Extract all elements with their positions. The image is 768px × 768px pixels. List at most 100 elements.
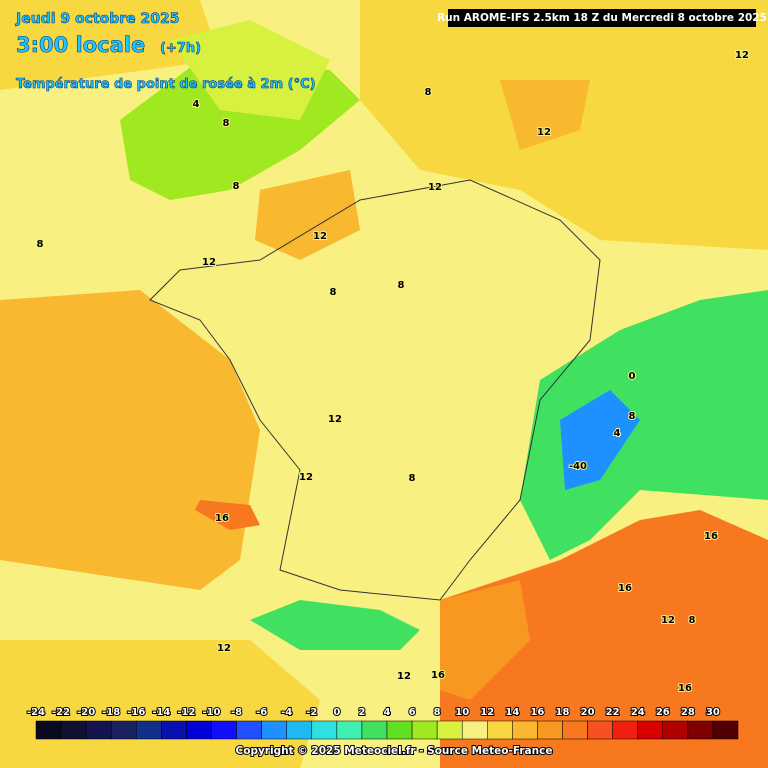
channel-zone <box>0 0 220 90</box>
legend-label: -10 <box>202 707 220 718</box>
contour-label: 12 <box>299 472 313 483</box>
contour-label: 12 <box>328 414 342 425</box>
legend-swatch <box>211 720 237 740</box>
contour-label: 12 <box>313 231 327 242</box>
med-zone <box>440 510 768 768</box>
contour-label: 8 <box>689 615 696 626</box>
legend-label: 28 <box>681 707 695 718</box>
contour-label: 8 <box>37 239 44 250</box>
legend-swatch <box>587 720 613 740</box>
legend-swatch <box>687 720 714 740</box>
alps-zone <box>520 290 768 560</box>
legend-swatch <box>361 720 388 740</box>
legend-label: -18 <box>102 707 120 718</box>
legend-label: 0 <box>333 707 340 718</box>
legend-label: -8 <box>231 707 242 718</box>
run-info: Run AROME-IFS 2.5km 18 Z du Mercredi 8 o… <box>437 12 767 24</box>
legend-swatch <box>612 720 638 740</box>
contour-label: 12 <box>202 257 216 268</box>
contour-label: 8 <box>629 411 636 422</box>
legend-label: 26 <box>656 707 670 718</box>
contour-label: 16 <box>618 583 632 594</box>
contour-label: 12 <box>217 643 231 654</box>
offset: (+7h) <box>160 41 201 56</box>
contour-label: 12 <box>735 50 749 61</box>
france-border <box>149 179 601 601</box>
legend-label: 24 <box>631 707 645 718</box>
contour-label: 8 <box>223 118 230 129</box>
legend-label: 6 <box>409 707 416 718</box>
legend-swatch <box>662 720 689 740</box>
legend-label: -6 <box>256 707 267 718</box>
legend-label: 18 <box>556 707 570 718</box>
legend-swatch <box>286 720 313 740</box>
legend-swatch <box>186 720 212 740</box>
contour-label: 8 <box>330 287 337 298</box>
legend-swatch <box>261 720 287 740</box>
contour-label: 16 <box>678 683 692 694</box>
pyrenees-zone <box>250 600 420 650</box>
legend-swatch <box>60 720 87 740</box>
time: 3:00 locale <box>16 33 145 57</box>
england-zone-2 <box>170 20 330 120</box>
biscay-spot <box>195 500 260 530</box>
legend-label: -12 <box>177 707 195 718</box>
legend-swatch <box>411 720 438 740</box>
legend-swatch <box>136 720 162 740</box>
legend-label: 22 <box>606 707 620 718</box>
legend-label: -20 <box>77 707 95 718</box>
legend-label: 14 <box>505 707 519 718</box>
contour-label: 12 <box>428 182 442 193</box>
contour-label: 16 <box>704 531 718 542</box>
legend-swatch <box>562 720 588 740</box>
contour-label: 4 <box>193 99 200 110</box>
legend-label: 4 <box>384 707 391 718</box>
variable: Température de point de rosée à 2m (°C) <box>16 77 316 92</box>
legend-label: -2 <box>306 707 317 718</box>
contour-label: 12 <box>397 671 411 682</box>
legend-label: 8 <box>434 707 441 718</box>
legend-label: 10 <box>455 707 469 718</box>
legend-swatch <box>436 720 463 740</box>
contour-label: 8 <box>398 280 405 291</box>
legend: -24 -22 -20 -18 -16 -14 -12 -10 -8 -6 -4 -2 0 2 4 6 8 10 1… <box>26 706 739 740</box>
contour-label: 16 <box>215 513 229 524</box>
channel-orange <box>255 170 360 260</box>
contour-label: 4 <box>614 428 621 439</box>
legend-swatch <box>512 720 538 740</box>
contour-label: 12 <box>537 127 551 138</box>
date: Jeudi 9 octobre 2025 <box>15 11 179 27</box>
contour-label: 8 <box>233 181 240 192</box>
legend-label: 12 <box>480 707 494 718</box>
legend-label: -24 <box>27 707 45 718</box>
med-zone-2 <box>440 580 530 700</box>
contour-label: 12 <box>661 615 675 626</box>
contour-label: 8 <box>425 87 432 98</box>
legend-swatch <box>336 720 363 740</box>
atlantic-zone <box>0 290 260 590</box>
legend-label: -14 <box>152 707 170 718</box>
legend-swatch <box>487 720 513 740</box>
legend-swatch <box>311 720 338 740</box>
legend-swatch <box>35 720 62 740</box>
contour-label: 16 <box>431 670 445 681</box>
legend-swatch <box>386 720 413 740</box>
contour-label: 0 <box>629 371 636 382</box>
legend-swatch <box>537 720 563 740</box>
alps-high <box>560 390 640 490</box>
legend-label: 16 <box>530 707 544 718</box>
legend-label: 30 <box>706 707 720 718</box>
legend-label: 2 <box>358 707 365 718</box>
legend-label: -22 <box>52 707 70 718</box>
legend-swatch <box>712 720 739 740</box>
legend-label: -16 <box>127 707 145 718</box>
north-orange <box>500 80 590 150</box>
legend-swatch <box>110 720 137 740</box>
legend-label: 20 <box>581 707 595 718</box>
legend-swatch <box>461 720 488 740</box>
legend-swatch <box>236 720 262 740</box>
legend-swatch <box>637 720 664 740</box>
copyright: Copyright © 2025 Meteociel.fr - Source M… <box>236 745 553 757</box>
